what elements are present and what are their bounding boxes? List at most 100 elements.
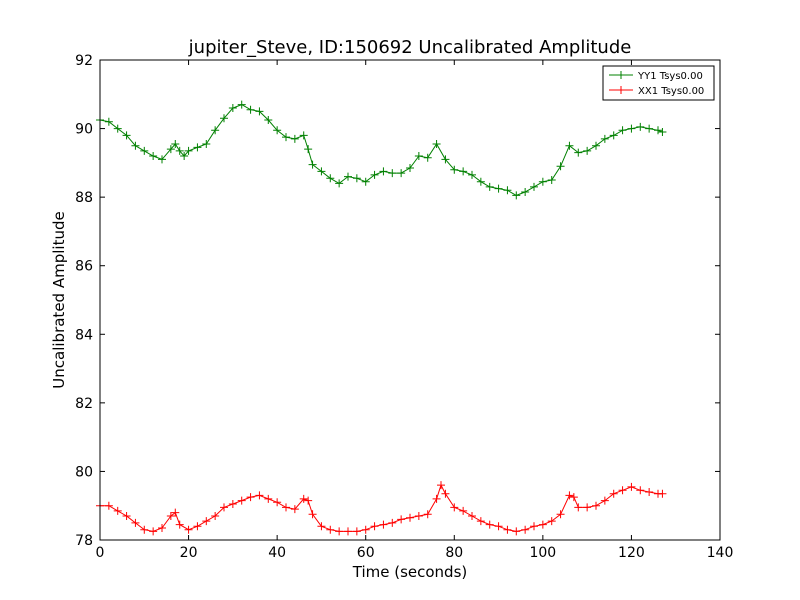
data-point [131, 518, 140, 527]
data-point [556, 510, 565, 519]
data-point [184, 146, 193, 155]
data-point [104, 501, 113, 510]
data-point [574, 148, 583, 157]
legend-label: XX1 Tsys0.00 [638, 86, 704, 97]
data-point [574, 503, 583, 512]
data-point [273, 498, 282, 507]
data-point [308, 510, 317, 519]
data-point [184, 525, 193, 534]
data-point [122, 512, 131, 520]
data-point [618, 126, 627, 135]
data-point [547, 176, 556, 184]
data-point [468, 170, 476, 179]
data-point [388, 169, 397, 178]
data-point [211, 512, 220, 520]
data-point [326, 174, 335, 183]
data-point [193, 522, 202, 531]
data-point [494, 522, 503, 531]
data-point [437, 481, 445, 490]
data-point [476, 177, 485, 186]
data-point [565, 491, 574, 500]
data-point [627, 482, 636, 491]
data-point [175, 520, 184, 529]
data-point [388, 518, 397, 527]
data-point [494, 184, 503, 193]
data-point [397, 169, 406, 178]
data-point [658, 489, 667, 498]
data-point [166, 512, 175, 520]
data-point [592, 501, 600, 510]
data-point [512, 191, 521, 200]
series-layer [96, 100, 667, 536]
data-point [468, 512, 476, 520]
data-point [282, 133, 290, 142]
series-0 [96, 100, 667, 200]
data-point [432, 494, 441, 503]
data-point [530, 522, 538, 531]
y-tick-label: 90 [75, 122, 93, 138]
data-point [618, 486, 627, 495]
data-point [658, 128, 667, 136]
data-point [344, 172, 352, 181]
data-point [565, 141, 574, 150]
y-tick-label: 92 [75, 53, 93, 69]
data-point [654, 126, 662, 135]
x-tick-label: 80 [445, 545, 463, 561]
data-point [344, 527, 352, 536]
data-point [414, 512, 423, 520]
data-point [361, 177, 370, 186]
data-point [432, 140, 441, 148]
data-point [140, 525, 149, 534]
data-point [166, 145, 175, 154]
y-axis-label: Uncalibrated Amplitude [50, 211, 68, 388]
data-point [547, 517, 556, 526]
data-point [282, 503, 290, 512]
data-point [609, 489, 618, 498]
data-point [113, 124, 122, 133]
data-point [158, 524, 166, 532]
data-point [180, 152, 189, 160]
data-point [503, 525, 512, 534]
data-point [158, 155, 166, 164]
data-point [636, 486, 645, 495]
legend: YY1 Tsys0.00 XX1 Tsys0.00 [602, 65, 715, 101]
data-point [335, 527, 344, 536]
data-point [237, 100, 246, 109]
data-point [335, 179, 344, 188]
data-point [171, 508, 180, 517]
data-point [255, 491, 264, 500]
legend-label: YY1 Tsys0.00 [637, 71, 703, 82]
data-point [264, 116, 273, 124]
data-point [361, 525, 370, 534]
x-tick-label: 60 [357, 545, 375, 561]
data-point [423, 153, 432, 162]
series-1 [96, 481, 667, 536]
data-point [441, 155, 450, 164]
data-point [485, 520, 494, 529]
data-point [228, 500, 237, 508]
data-point [406, 513, 414, 522]
data-point [140, 146, 149, 155]
data-point [538, 520, 547, 529]
data-point [255, 107, 264, 116]
x-tick-label: 120 [618, 545, 645, 561]
y-tick-label: 82 [75, 396, 93, 412]
data-point [441, 489, 450, 498]
data-point [246, 493, 255, 502]
plot-frame [99, 59, 721, 541]
data-point [512, 527, 521, 536]
data-point [228, 104, 237, 112]
data-point [627, 124, 636, 133]
x-axis-label: Time (seconds) [352, 563, 468, 581]
data-point [237, 496, 246, 505]
data-point [122, 131, 131, 140]
data-point [290, 505, 299, 514]
data-point [406, 164, 414, 172]
data-point [304, 145, 313, 154]
data-point [264, 494, 273, 503]
data-point [414, 152, 423, 160]
data-point [521, 525, 530, 534]
data-point [246, 105, 255, 114]
data-point [592, 141, 600, 150]
data-point [609, 131, 618, 140]
